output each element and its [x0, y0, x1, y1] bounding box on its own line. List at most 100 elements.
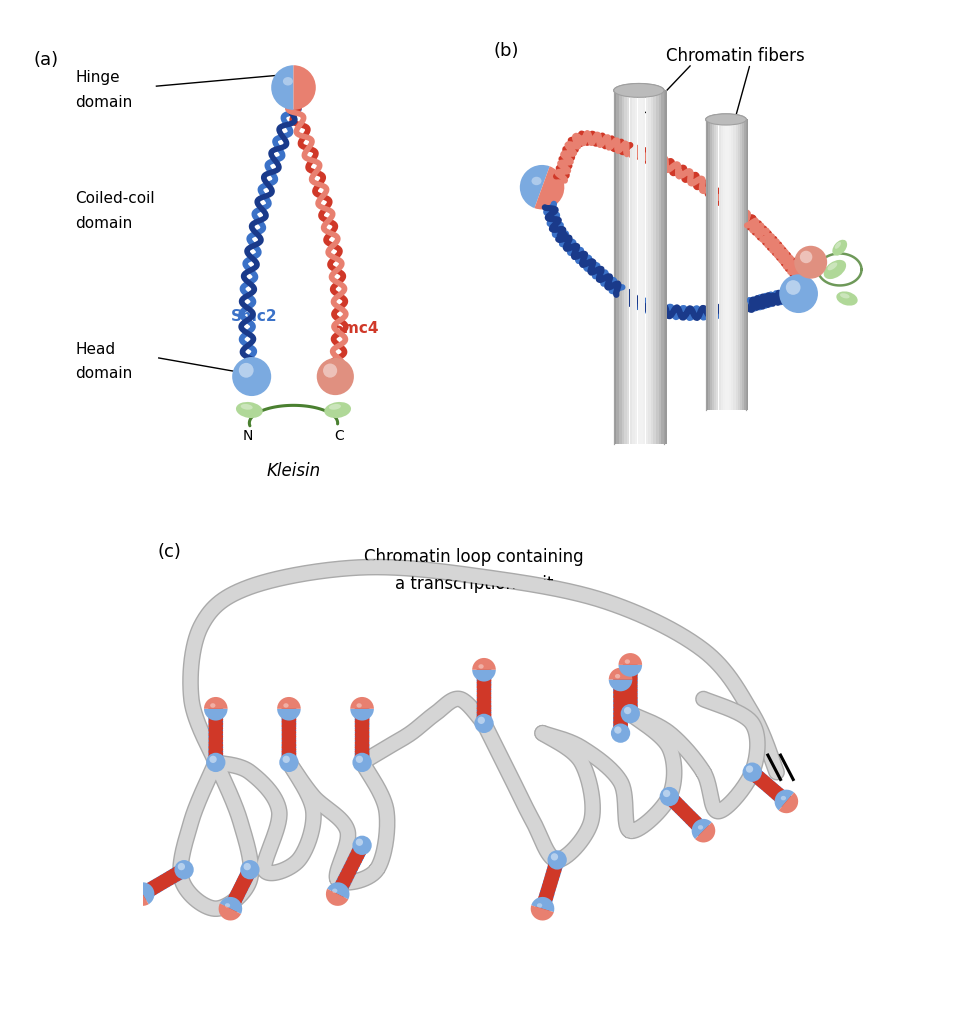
Ellipse shape — [210, 703, 216, 708]
Bar — [661, 90, 664, 444]
Circle shape — [206, 753, 226, 772]
Ellipse shape — [332, 889, 338, 893]
Circle shape — [239, 363, 254, 378]
Bar — [725, 120, 727, 409]
Circle shape — [474, 713, 494, 734]
Circle shape — [323, 364, 337, 378]
Bar — [627, 90, 629, 444]
Bar — [708, 120, 710, 409]
Circle shape — [659, 786, 679, 807]
Bar — [727, 120, 729, 409]
Bar — [738, 120, 740, 409]
Bar — [638, 90, 640, 444]
Bar — [742, 120, 744, 409]
Ellipse shape — [836, 292, 858, 306]
Bar — [714, 120, 716, 409]
Bar — [653, 90, 656, 444]
Ellipse shape — [840, 294, 850, 299]
Ellipse shape — [225, 903, 230, 907]
Wedge shape — [531, 897, 555, 912]
Bar — [746, 120, 748, 409]
Bar — [646, 90, 648, 444]
Wedge shape — [326, 889, 348, 906]
Bar — [706, 120, 708, 409]
Bar — [734, 120, 736, 409]
Ellipse shape — [283, 77, 293, 85]
Ellipse shape — [832, 240, 847, 256]
Bar — [624, 90, 627, 444]
Bar — [617, 90, 619, 444]
Text: Smc2: Smc2 — [230, 309, 277, 324]
Ellipse shape — [241, 404, 253, 409]
Bar — [627, 90, 629, 444]
Bar — [643, 90, 646, 444]
Text: (c): (c) — [157, 543, 181, 561]
Bar — [629, 90, 632, 444]
Bar — [646, 90, 648, 444]
Circle shape — [786, 280, 801, 295]
Bar — [723, 120, 725, 409]
Text: Chromatin fibers: Chromatin fibers — [666, 47, 805, 65]
Text: a transcription unit: a transcription unit — [395, 575, 554, 592]
Bar — [624, 90, 627, 444]
Bar — [727, 120, 729, 409]
Wedge shape — [204, 709, 227, 720]
Circle shape — [611, 723, 630, 743]
Bar — [643, 90, 646, 444]
Circle shape — [352, 835, 372, 855]
Ellipse shape — [706, 114, 746, 125]
Text: C: C — [334, 429, 344, 443]
Bar — [740, 120, 741, 409]
Circle shape — [624, 707, 631, 714]
Bar — [746, 120, 748, 409]
Circle shape — [355, 756, 363, 763]
Ellipse shape — [781, 796, 786, 801]
Circle shape — [551, 853, 559, 861]
Wedge shape — [350, 709, 374, 720]
Wedge shape — [350, 697, 374, 709]
Bar — [725, 120, 727, 409]
Text: Coiled-coil: Coiled-coil — [76, 191, 155, 205]
Bar — [656, 90, 658, 444]
Ellipse shape — [478, 664, 484, 669]
Bar — [712, 120, 714, 409]
Text: Hinge: Hinge — [76, 70, 120, 85]
Wedge shape — [277, 697, 301, 709]
Bar — [619, 90, 621, 444]
Bar — [706, 120, 708, 409]
Wedge shape — [774, 789, 794, 811]
Wedge shape — [136, 882, 155, 904]
Text: domain: domain — [76, 216, 133, 232]
Wedge shape — [695, 822, 715, 842]
Bar — [656, 90, 658, 444]
Bar — [720, 120, 723, 409]
Wedge shape — [472, 670, 496, 682]
Ellipse shape — [828, 262, 837, 270]
Text: Smc4: Smc4 — [333, 321, 379, 335]
Circle shape — [477, 716, 485, 724]
Wedge shape — [619, 664, 642, 677]
Text: Chromatin loop containing: Chromatin loop containing — [364, 548, 584, 566]
Bar — [649, 90, 650, 444]
Ellipse shape — [614, 83, 664, 98]
Circle shape — [317, 358, 354, 395]
Wedge shape — [520, 165, 550, 208]
Ellipse shape — [236, 402, 262, 418]
Bar — [649, 90, 650, 444]
Wedge shape — [778, 792, 799, 813]
Bar — [640, 90, 643, 444]
Ellipse shape — [324, 402, 351, 418]
Bar — [650, 90, 653, 444]
Bar — [653, 90, 656, 444]
Bar — [621, 90, 624, 444]
Circle shape — [178, 863, 185, 871]
Circle shape — [742, 762, 762, 782]
Bar — [659, 90, 661, 444]
Text: domain: domain — [76, 96, 133, 111]
Wedge shape — [293, 65, 316, 110]
Text: (b): (b) — [494, 42, 519, 60]
Ellipse shape — [824, 260, 846, 279]
Circle shape — [244, 863, 251, 871]
Bar — [710, 120, 712, 409]
Wedge shape — [220, 897, 242, 914]
